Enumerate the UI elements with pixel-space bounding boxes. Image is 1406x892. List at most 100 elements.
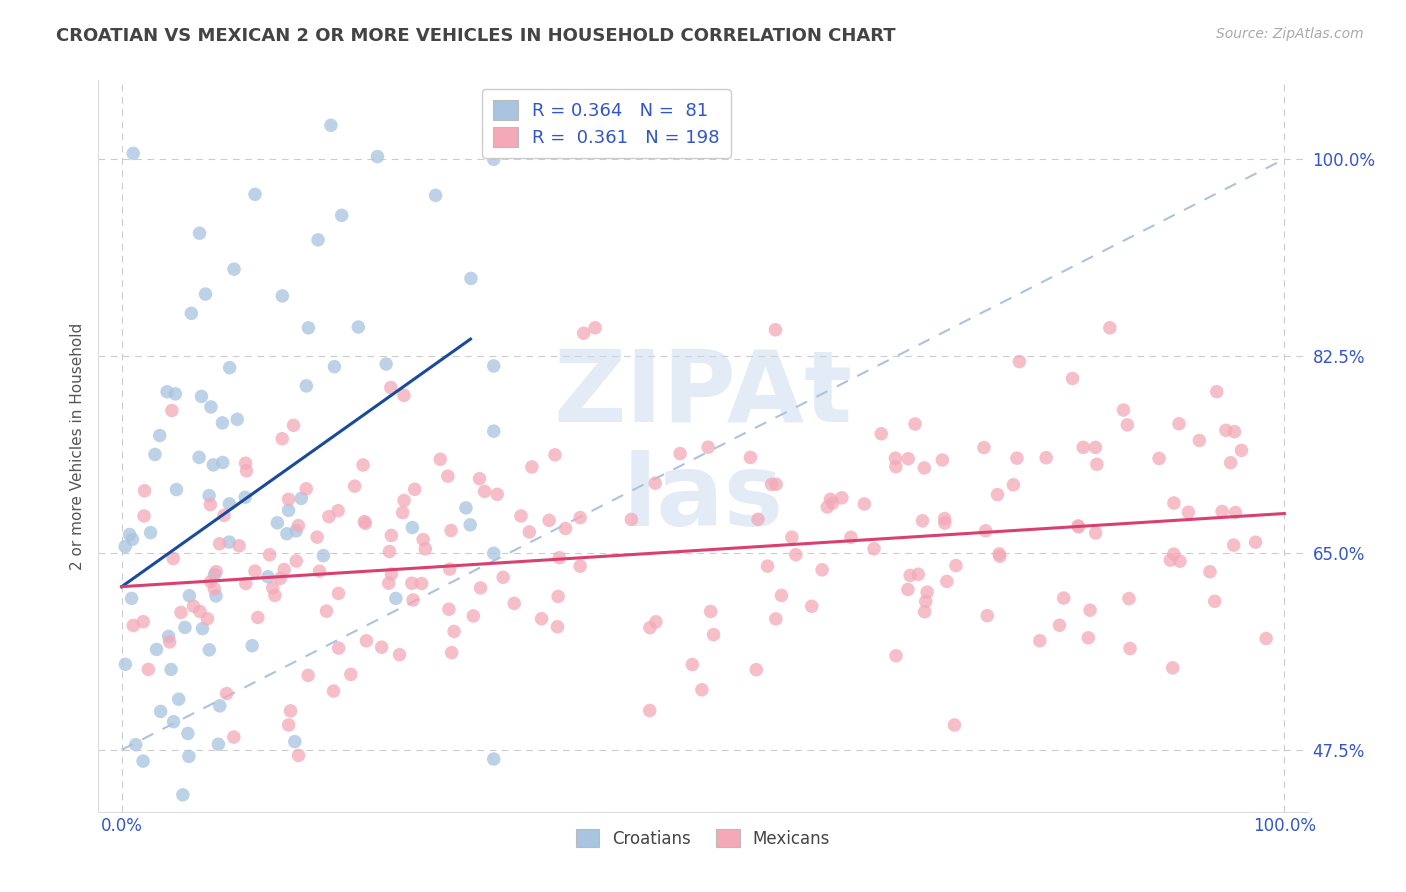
Point: [114, 657, 136, 672]
Point: [915, 585, 938, 599]
Point: [482, 359, 505, 373]
Point: [544, 448, 567, 462]
Point: [156, 384, 179, 399]
Point: [404, 483, 426, 497]
Point: [208, 537, 231, 551]
Point: [385, 591, 408, 606]
Point: [747, 512, 769, 526]
Point: [440, 524, 463, 538]
Point: [218, 535, 240, 549]
Point: [122, 146, 145, 161]
Point: [492, 570, 515, 584]
Point: [583, 321, 606, 335]
Point: [191, 622, 214, 636]
Point: [439, 562, 461, 576]
Point: [482, 546, 505, 560]
Point: [170, 606, 193, 620]
Point: [283, 418, 305, 433]
Point: [1163, 496, 1185, 510]
Point: [392, 388, 415, 402]
Point: [569, 559, 592, 574]
Point: [638, 621, 661, 635]
Point: [211, 455, 233, 469]
Point: [1199, 565, 1222, 579]
Point: [503, 596, 526, 610]
Point: [1116, 417, 1139, 432]
Point: [266, 516, 288, 530]
Point: [699, 605, 721, 619]
Point: [1225, 506, 1247, 520]
Point: [911, 514, 934, 528]
Point: [1188, 434, 1211, 448]
Point: [165, 483, 187, 497]
Point: [136, 849, 159, 863]
Point: [1161, 661, 1184, 675]
Point: [821, 496, 844, 510]
Point: [510, 508, 533, 523]
Point: [262, 581, 284, 595]
Point: [898, 568, 921, 582]
Point: [547, 590, 569, 604]
Point: [177, 726, 200, 740]
Point: [690, 682, 713, 697]
Point: [340, 667, 363, 681]
Point: [139, 525, 162, 540]
Point: [554, 521, 576, 535]
Point: [907, 567, 929, 582]
Point: [474, 484, 496, 499]
Point: [243, 187, 266, 202]
Point: [370, 640, 392, 655]
Point: [307, 530, 329, 544]
Point: [211, 416, 233, 430]
Point: [1168, 417, 1191, 431]
Point: [235, 576, 257, 591]
Point: [1219, 456, 1241, 470]
Point: [740, 450, 762, 465]
Point: [257, 570, 280, 584]
Point: [375, 357, 398, 371]
Point: [197, 612, 219, 626]
Point: [402, 593, 425, 607]
Point: [914, 594, 936, 608]
Point: [269, 572, 291, 586]
Point: [380, 380, 402, 394]
Point: [839, 530, 862, 544]
Point: [1177, 505, 1199, 519]
Point: [401, 576, 423, 591]
Point: [765, 477, 787, 491]
Point: [138, 662, 160, 676]
Point: [295, 482, 318, 496]
Point: [669, 446, 692, 460]
Point: [188, 450, 211, 465]
Point: [167, 692, 190, 706]
Point: [228, 539, 250, 553]
Point: [1159, 553, 1181, 567]
Point: [765, 323, 787, 337]
Point: [761, 477, 783, 491]
Point: [297, 321, 319, 335]
Point: [322, 684, 344, 698]
Point: [277, 492, 299, 507]
Point: [425, 188, 447, 202]
Point: [945, 558, 967, 573]
Point: [202, 582, 225, 596]
Point: [976, 608, 998, 623]
Point: [645, 615, 668, 629]
Point: [1244, 535, 1267, 549]
Point: [343, 479, 366, 493]
Point: [295, 379, 318, 393]
Point: [218, 360, 240, 375]
Point: [482, 153, 505, 167]
Point: [160, 663, 183, 677]
Point: [1062, 371, 1084, 385]
Point: [122, 618, 145, 632]
Point: [935, 574, 957, 589]
Point: [1085, 458, 1108, 472]
Point: [149, 428, 172, 442]
Point: [285, 554, 308, 568]
Point: [914, 605, 936, 619]
Point: [482, 752, 505, 766]
Point: [212, 508, 235, 523]
Point: [468, 472, 491, 486]
Point: [174, 620, 197, 634]
